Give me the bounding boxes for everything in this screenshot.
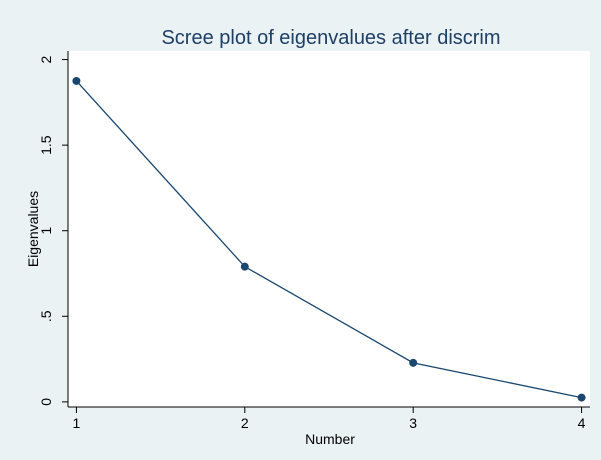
y-axis-title: Eigenvalues: [25, 191, 41, 267]
series-line: [75, 80, 582, 399]
y-tick-label: 0: [38, 398, 54, 406]
x-axis-ticks: 1 2 3 4: [73, 407, 586, 431]
data-point: [577, 393, 586, 402]
data-point: [409, 358, 418, 367]
x-tick-label: 4: [578, 415, 586, 431]
x-tick-label: 3: [409, 415, 417, 431]
y-axis-ticks: 0 .5 1 1.5 2: [38, 55, 68, 406]
x-tick-label: 2: [241, 415, 249, 431]
plot-area: [68, 51, 590, 407]
y-tick-label: 1: [38, 227, 54, 235]
y-tick-label: 2: [38, 55, 54, 63]
data-point: [240, 262, 249, 271]
x-axis-title: Number: [305, 431, 355, 447]
y-tick-label: .5: [38, 310, 54, 322]
eigenvalue-series: [72, 76, 586, 402]
y-tick-label: 1.5: [38, 135, 54, 155]
chart-title: Scree plot of eigenvalues after discrim: [161, 27, 500, 49]
data-point: [72, 76, 81, 85]
x-tick-label: 1: [73, 415, 81, 431]
